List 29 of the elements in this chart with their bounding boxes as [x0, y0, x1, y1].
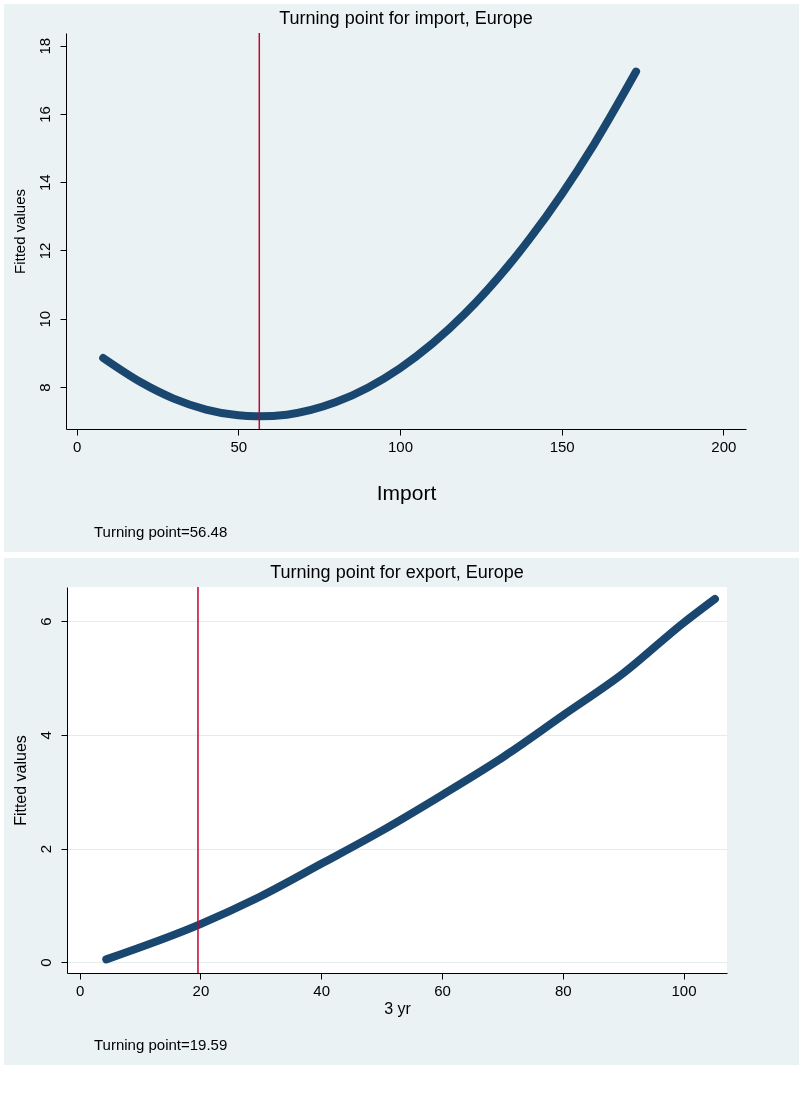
y-axis-title: Fitted values: [11, 735, 29, 826]
x-tick-label: 100: [388, 437, 414, 455]
x-tick-label: 200: [711, 437, 737, 455]
x-tick-label: 100: [671, 981, 697, 999]
y-tick-label: 12: [35, 242, 53, 260]
x-tick-label: 40: [313, 981, 331, 999]
y-tick-label: 4: [36, 731, 54, 740]
x-tick-label: 50: [230, 437, 248, 455]
y-tick-label: 18: [35, 37, 53, 55]
y-tick-label: 6: [36, 617, 54, 626]
y-tick-label: 0: [36, 958, 54, 967]
x-tick-label: 80: [554, 981, 572, 999]
text: Turning point=19.59: [93, 1036, 229, 1055]
chart-title: Turning point for import, Europe: [279, 8, 533, 29]
x-axis-title: Import: [376, 480, 437, 504]
y-tick-label: 8: [35, 383, 53, 392]
y-tick-label: 14: [35, 174, 53, 192]
y-tick-label: 10: [35, 310, 53, 328]
x-tick-label: 0: [76, 981, 85, 999]
y-tick-label: 16: [35, 106, 53, 123]
x-tick-label: 20: [192, 981, 210, 999]
chart-title: Turning point for export, Europe: [270, 562, 524, 583]
x-tick-label: 150: [549, 437, 575, 455]
y-tick-label: 2: [36, 844, 54, 854]
y-axis-title: Fitted values: [10, 188, 28, 275]
x-tick-label: 60: [434, 981, 451, 999]
text: Turning point=56.48: [93, 523, 229, 542]
x-axis-title: 3 yr: [384, 999, 412, 1017]
x-tick-label: 0: [73, 437, 82, 455]
